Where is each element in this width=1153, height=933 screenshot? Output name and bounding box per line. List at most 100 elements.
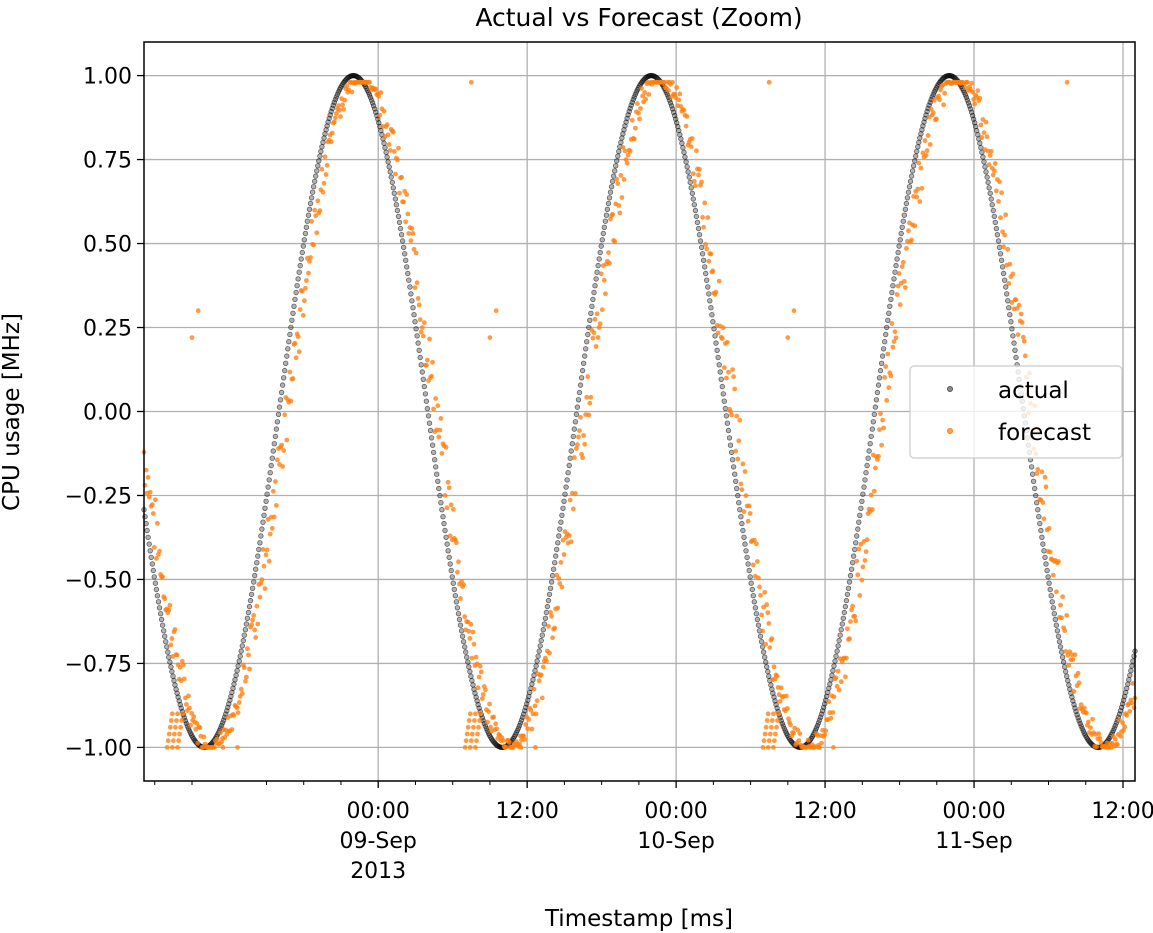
actual-point xyxy=(1056,639,1063,645)
forecast-point xyxy=(397,190,402,196)
forecast-point xyxy=(243,678,248,684)
forecast-point xyxy=(788,722,793,728)
forecast-point xyxy=(899,264,905,269)
actual-point xyxy=(561,498,567,504)
actual-point xyxy=(596,256,602,262)
forecast-point xyxy=(1058,602,1063,608)
actual-point xyxy=(398,231,405,238)
forecast-point xyxy=(622,148,628,154)
forecast-point xyxy=(791,730,796,736)
actual-point xyxy=(148,554,154,561)
forecast-point xyxy=(406,231,412,236)
forecast-point xyxy=(742,469,748,474)
forecast-point xyxy=(796,738,802,743)
forecast-point xyxy=(1002,232,1008,238)
forecast-point xyxy=(466,718,472,723)
actual-point xyxy=(983,169,989,175)
actual-point xyxy=(308,195,315,201)
forecast-point xyxy=(528,707,534,713)
actual-point xyxy=(692,207,699,214)
actual-point xyxy=(472,690,478,696)
actual-point xyxy=(861,484,867,490)
forecast-point xyxy=(491,714,496,720)
forecast-point xyxy=(184,702,189,707)
actual-point xyxy=(870,419,876,425)
forecast-point xyxy=(468,79,474,85)
forecast-point xyxy=(403,219,409,225)
actual-point xyxy=(751,599,757,605)
actual-point xyxy=(266,477,272,483)
forecast-point xyxy=(241,665,247,670)
forecast-point xyxy=(468,621,474,627)
forecast-point xyxy=(857,593,863,598)
actual-point xyxy=(531,672,537,678)
forecast-point xyxy=(1112,736,1118,742)
actual-point xyxy=(987,190,993,196)
actual-point xyxy=(591,289,597,296)
actual-point xyxy=(286,339,292,345)
actual-point xyxy=(577,382,584,388)
forecast-point xyxy=(906,228,911,234)
actual-point xyxy=(609,178,616,184)
forecast-point xyxy=(1039,469,1045,475)
actual-point xyxy=(737,507,743,513)
actual-point xyxy=(159,622,166,628)
legend-label-actual: actual xyxy=(998,378,1069,404)
forecast-point xyxy=(769,636,775,641)
forecast-point xyxy=(625,152,631,158)
actual-point xyxy=(990,207,996,214)
forecast-point xyxy=(1097,735,1103,741)
actual-point xyxy=(601,224,607,230)
actual-point xyxy=(535,653,541,659)
actual-point xyxy=(1006,305,1012,311)
actual-point xyxy=(402,251,408,257)
forecast-point xyxy=(1043,484,1049,490)
actual-point xyxy=(965,100,972,106)
forecast-point xyxy=(175,711,180,717)
actual-point xyxy=(604,206,611,212)
actual-point xyxy=(410,305,416,311)
forecast-point xyxy=(234,705,240,711)
forecast-point xyxy=(250,617,256,623)
forecast-point xyxy=(430,359,435,365)
actual-point xyxy=(442,527,448,534)
actual-point xyxy=(268,462,274,469)
forecast-point xyxy=(231,713,237,718)
forecast-point xyxy=(349,89,355,95)
actual-point xyxy=(168,664,174,670)
forecast-point xyxy=(581,433,586,438)
actual-point xyxy=(763,659,769,665)
forecast-point xyxy=(328,139,334,145)
actual-point xyxy=(446,554,452,561)
forecast-point xyxy=(756,575,761,581)
legend-marker-forecast xyxy=(947,427,954,434)
forecast-point xyxy=(1076,680,1082,686)
forecast-point xyxy=(303,285,308,291)
forecast-point xyxy=(575,442,580,447)
actual-point xyxy=(422,391,429,397)
forecast-point xyxy=(500,738,506,743)
forecast-point xyxy=(421,320,427,325)
forecast-point xyxy=(540,664,546,670)
forecast-point xyxy=(893,335,899,341)
actual-point xyxy=(608,183,615,190)
forecast-point xyxy=(999,190,1004,196)
forecast-point xyxy=(716,278,722,284)
forecast-point xyxy=(414,280,420,286)
y-tick-label: 0.25 xyxy=(83,317,132,342)
actual-point xyxy=(832,658,838,664)
actual-point xyxy=(269,455,275,461)
actual-point xyxy=(580,360,587,366)
forecast-point xyxy=(195,740,201,746)
forecast-point xyxy=(881,425,886,431)
forecast-point xyxy=(850,603,855,609)
forecast-point xyxy=(311,242,316,248)
forecast-point xyxy=(983,119,989,125)
forecast-point xyxy=(307,259,312,264)
forecast-point xyxy=(181,676,187,682)
actual-point xyxy=(1126,677,1132,683)
forecast-point xyxy=(503,744,509,750)
actual-point xyxy=(150,567,156,574)
forecast-point xyxy=(774,724,779,730)
actual-point xyxy=(304,218,311,224)
